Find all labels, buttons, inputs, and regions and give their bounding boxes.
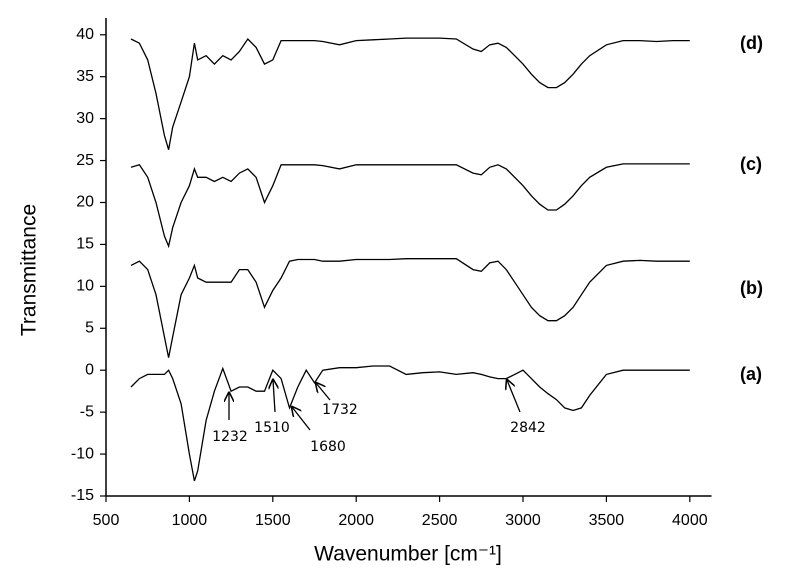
series-label: (d) [740,33,763,53]
y-tick-label: 20 [76,194,94,211]
y-tick-label: 40 [76,26,94,43]
x-tick-label: 2000 [338,512,374,529]
y-tick-label: 0 [85,361,94,378]
y-axis-title: Transmittance [18,204,41,336]
series-label: (c) [740,154,762,174]
y-tick-label: 15 [76,236,94,253]
spectrum-line [130,365,690,482]
annotation: 2842 [510,420,546,436]
annotation: 1732 [322,402,358,418]
x-tick-label: 1000 [172,512,208,529]
y-tick-label: 25 [76,152,94,169]
annotation: 1510 [254,420,290,436]
x-tick-label: 500 [93,512,120,529]
series-label: (a) [740,364,762,384]
spectrum-line [130,163,690,249]
y-tick-label: 35 [76,68,94,85]
annotation-arrow [507,380,521,413]
y-tick-label: 30 [76,110,94,127]
series-label: (b) [740,278,763,298]
annotation: 1232 [212,429,248,445]
y-tick-label: -10 [71,445,94,462]
annotation-arrow [292,407,311,431]
annotation: 1680 [310,439,346,455]
x-tick-label: 3000 [505,512,541,529]
y-tick-label: 5 [85,319,94,336]
x-tick-label: 4000 [672,512,708,529]
x-tick-label: 1500 [255,512,291,529]
spectrum-line [130,37,690,150]
annotation-arrow [273,380,275,413]
annotation-arrow [316,383,331,401]
y-tick-label: -5 [80,403,94,420]
spectrum-line [130,258,690,358]
y-tick-label: 10 [76,278,94,295]
x-axis-title: Wavenumber [cm⁻¹] [314,543,502,566]
x-tick-label: 3500 [589,512,625,529]
y-tick-label: -15 [71,487,94,504]
x-tick-label: 2500 [422,512,458,529]
